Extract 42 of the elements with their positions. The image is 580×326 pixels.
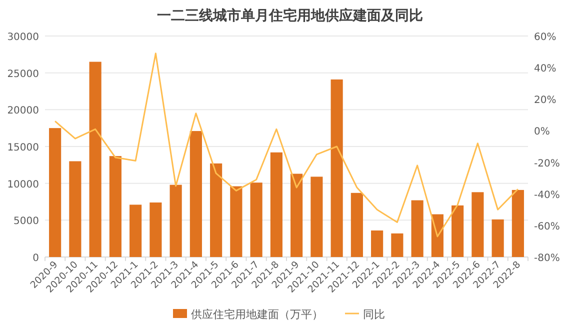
bar — [270, 152, 282, 257]
y2-tick-label: -60% — [534, 221, 560, 232]
bar — [89, 62, 102, 257]
y2-tick-label: -20% — [534, 158, 560, 170]
bar — [109, 156, 122, 257]
chart-title: 一二三线城市单月住宅用地供应建面及同比 — [157, 7, 423, 24]
y2-tick-label: 20% — [534, 95, 556, 106]
y-tick-label: 0 — [32, 253, 39, 264]
y2-tick-label: 0% — [534, 126, 550, 138]
bar — [69, 161, 82, 257]
bar — [250, 182, 262, 257]
bar — [371, 230, 384, 257]
bar — [330, 79, 343, 257]
bar — [350, 192, 363, 257]
bar — [130, 204, 142, 257]
bar — [391, 233, 404, 257]
bar — [150, 202, 162, 257]
bar — [190, 131, 202, 257]
bar — [452, 205, 464, 257]
bar — [49, 128, 62, 257]
bar — [472, 192, 484, 257]
bar — [290, 174, 303, 257]
y-tick-label: 30000 — [7, 32, 39, 43]
y2-tick-label: 40% — [534, 64, 556, 75]
y-tick-label: 15000 — [7, 142, 39, 154]
bar — [310, 176, 323, 257]
bar — [411, 200, 424, 257]
y-tick-label: 25000 — [7, 68, 39, 80]
legend-label: 同比 — [363, 308, 385, 321]
line-series — [54, 52, 519, 238]
y2-tick-label: -80% — [534, 253, 560, 264]
y2-tick-label: -40% — [534, 190, 560, 201]
bar — [210, 163, 222, 257]
y-tick-label: 5000 — [14, 216, 39, 228]
bar — [492, 219, 504, 257]
y2-tick-label: 60% — [534, 32, 556, 43]
bar — [170, 184, 182, 257]
y-tick-label: 20000 — [7, 106, 39, 117]
bar — [512, 190, 524, 257]
y-tick-label: 10000 — [7, 179, 39, 190]
legend-label: 供应住宅用地建面（万平） — [191, 308, 323, 321]
bar — [230, 186, 242, 257]
